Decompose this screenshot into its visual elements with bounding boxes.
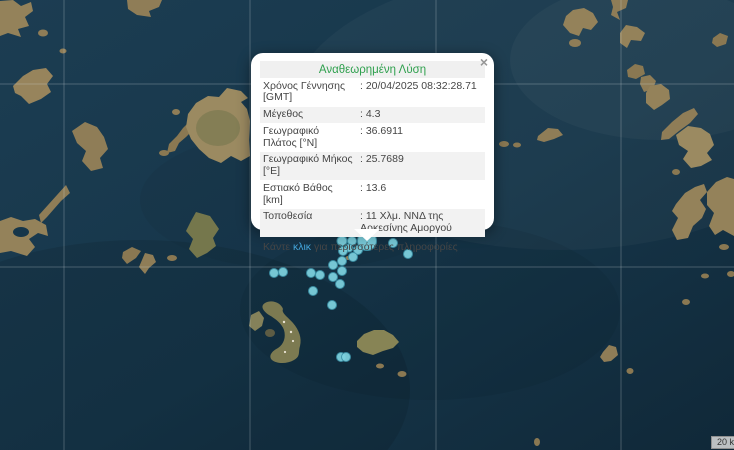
earthquake-marker[interactable] (388, 238, 398, 248)
table-row: Γεωγραφικό Πλάτος [°N] : 36.6911 (260, 123, 485, 152)
earthquake-marker-layer[interactable] (269, 226, 413, 362)
earthquake-marker[interactable] (348, 252, 358, 262)
island (186, 212, 219, 258)
island (0, 0, 33, 37)
earthquake-marker[interactable] (269, 268, 279, 278)
map-scale-label: 20 km (717, 437, 734, 447)
island (38, 29, 48, 37)
island (59, 48, 67, 54)
island (196, 110, 240, 146)
island (676, 126, 714, 168)
row-label: Τοποθεσία (263, 210, 313, 223)
island-towns (282, 320, 295, 354)
island (397, 371, 407, 377)
island (620, 25, 645, 48)
island (672, 169, 680, 175)
table-row: Εστιακό Βάθος [km] : 13.6 (260, 180, 485, 209)
island (122, 247, 141, 264)
earthquake-popup: × Αναθεωρημένη Λύση Χρόνος Γέννησης [GMT… (251, 53, 494, 253)
island (682, 299, 690, 305)
island (159, 150, 169, 156)
row-value: : 36.6911 (360, 124, 404, 137)
island (499, 141, 509, 147)
popup-footer: Κάντε κλικ για περισσότερες πληροφορίες (260, 237, 485, 253)
island (262, 301, 301, 363)
earthquake-marker[interactable] (308, 286, 318, 296)
island (167, 255, 177, 261)
island (172, 109, 180, 115)
island-bay (13, 227, 29, 237)
island (627, 64, 645, 79)
more-info-link[interactable]: κλικ (292, 241, 312, 254)
island (672, 184, 707, 240)
popup-tail (354, 229, 380, 241)
island (611, 0, 628, 20)
island (127, 0, 162, 17)
footer-text: για περισσότερες πληροφορίες (311, 241, 458, 254)
table-row: Γεωγραφικό Μήκος [°E] : 25.7689 (260, 151, 485, 181)
popup-close-icon[interactable]: × (479, 54, 488, 70)
island (265, 329, 275, 337)
island (139, 253, 156, 274)
earthquake-marker[interactable] (338, 246, 348, 256)
earthquake-marker[interactable] (278, 267, 288, 277)
earthquake-marker[interactable] (315, 270, 325, 280)
island (646, 84, 670, 110)
island (563, 8, 598, 36)
island (534, 438, 540, 446)
row-value: : 4.3 (360, 108, 381, 120)
earthquake-marker[interactable] (335, 279, 345, 289)
table-row: Χρόνος Γέννησης [GMT] : 20/04/2025 08:32… (260, 78, 485, 107)
island (661, 108, 698, 140)
earthquake-marker[interactable] (337, 266, 347, 276)
row-value: : 25.7689 (360, 153, 404, 166)
popup-title: Αναθεωρημένη Λύση (260, 61, 485, 78)
island (39, 185, 70, 223)
island (167, 122, 193, 153)
row-value: : 20/04/2025 08:32:28.71 (360, 79, 477, 92)
island (72, 122, 108, 171)
row-value: : 11 Χλμ. ΝΝΔ της Αρκεσίνης Αμοργού (360, 210, 452, 234)
earthquake-marker[interactable] (328, 260, 338, 270)
earthquake-marker[interactable] (306, 268, 316, 278)
row-label: Μέγεθος (263, 108, 304, 120)
island (719, 244, 729, 250)
island (701, 273, 709, 279)
footer-text: Κάντε (263, 241, 293, 254)
island (712, 33, 728, 47)
earthquake-marker[interactable] (327, 300, 337, 310)
earthquake-marker[interactable] (403, 249, 413, 259)
row-label: Γεωγραφικό Μήκος [°E] (263, 153, 353, 177)
island (513, 142, 521, 148)
island (600, 345, 618, 362)
map-scale: 20 km (711, 436, 734, 449)
island (357, 330, 399, 355)
earthquake-marker[interactable] (353, 245, 363, 255)
island (569, 39, 581, 47)
row-label: Χρόνος Γέννησης [GMT] (263, 79, 346, 104)
island (13, 68, 53, 104)
island (626, 368, 634, 374)
earthquake-details-table: Χρόνος Γέννησης [GMT] : 20/04/2025 08:32… (260, 78, 485, 238)
island (707, 177, 734, 236)
row-label: Εστιακό Βάθος [km] (263, 181, 333, 206)
row-label: Γεωγραφικό Πλάτος [°N] (263, 124, 320, 149)
island (249, 311, 264, 331)
row-value: : 13.6 (360, 181, 387, 194)
island (727, 271, 734, 277)
table-row: Μέγεθος : 4.3 (260, 106, 485, 124)
earthquake-marker[interactable] (328, 272, 338, 282)
earthquake-marker[interactable] (337, 256, 347, 266)
earthquake-marker[interactable] (341, 352, 351, 362)
island (376, 363, 384, 369)
island (537, 128, 563, 142)
